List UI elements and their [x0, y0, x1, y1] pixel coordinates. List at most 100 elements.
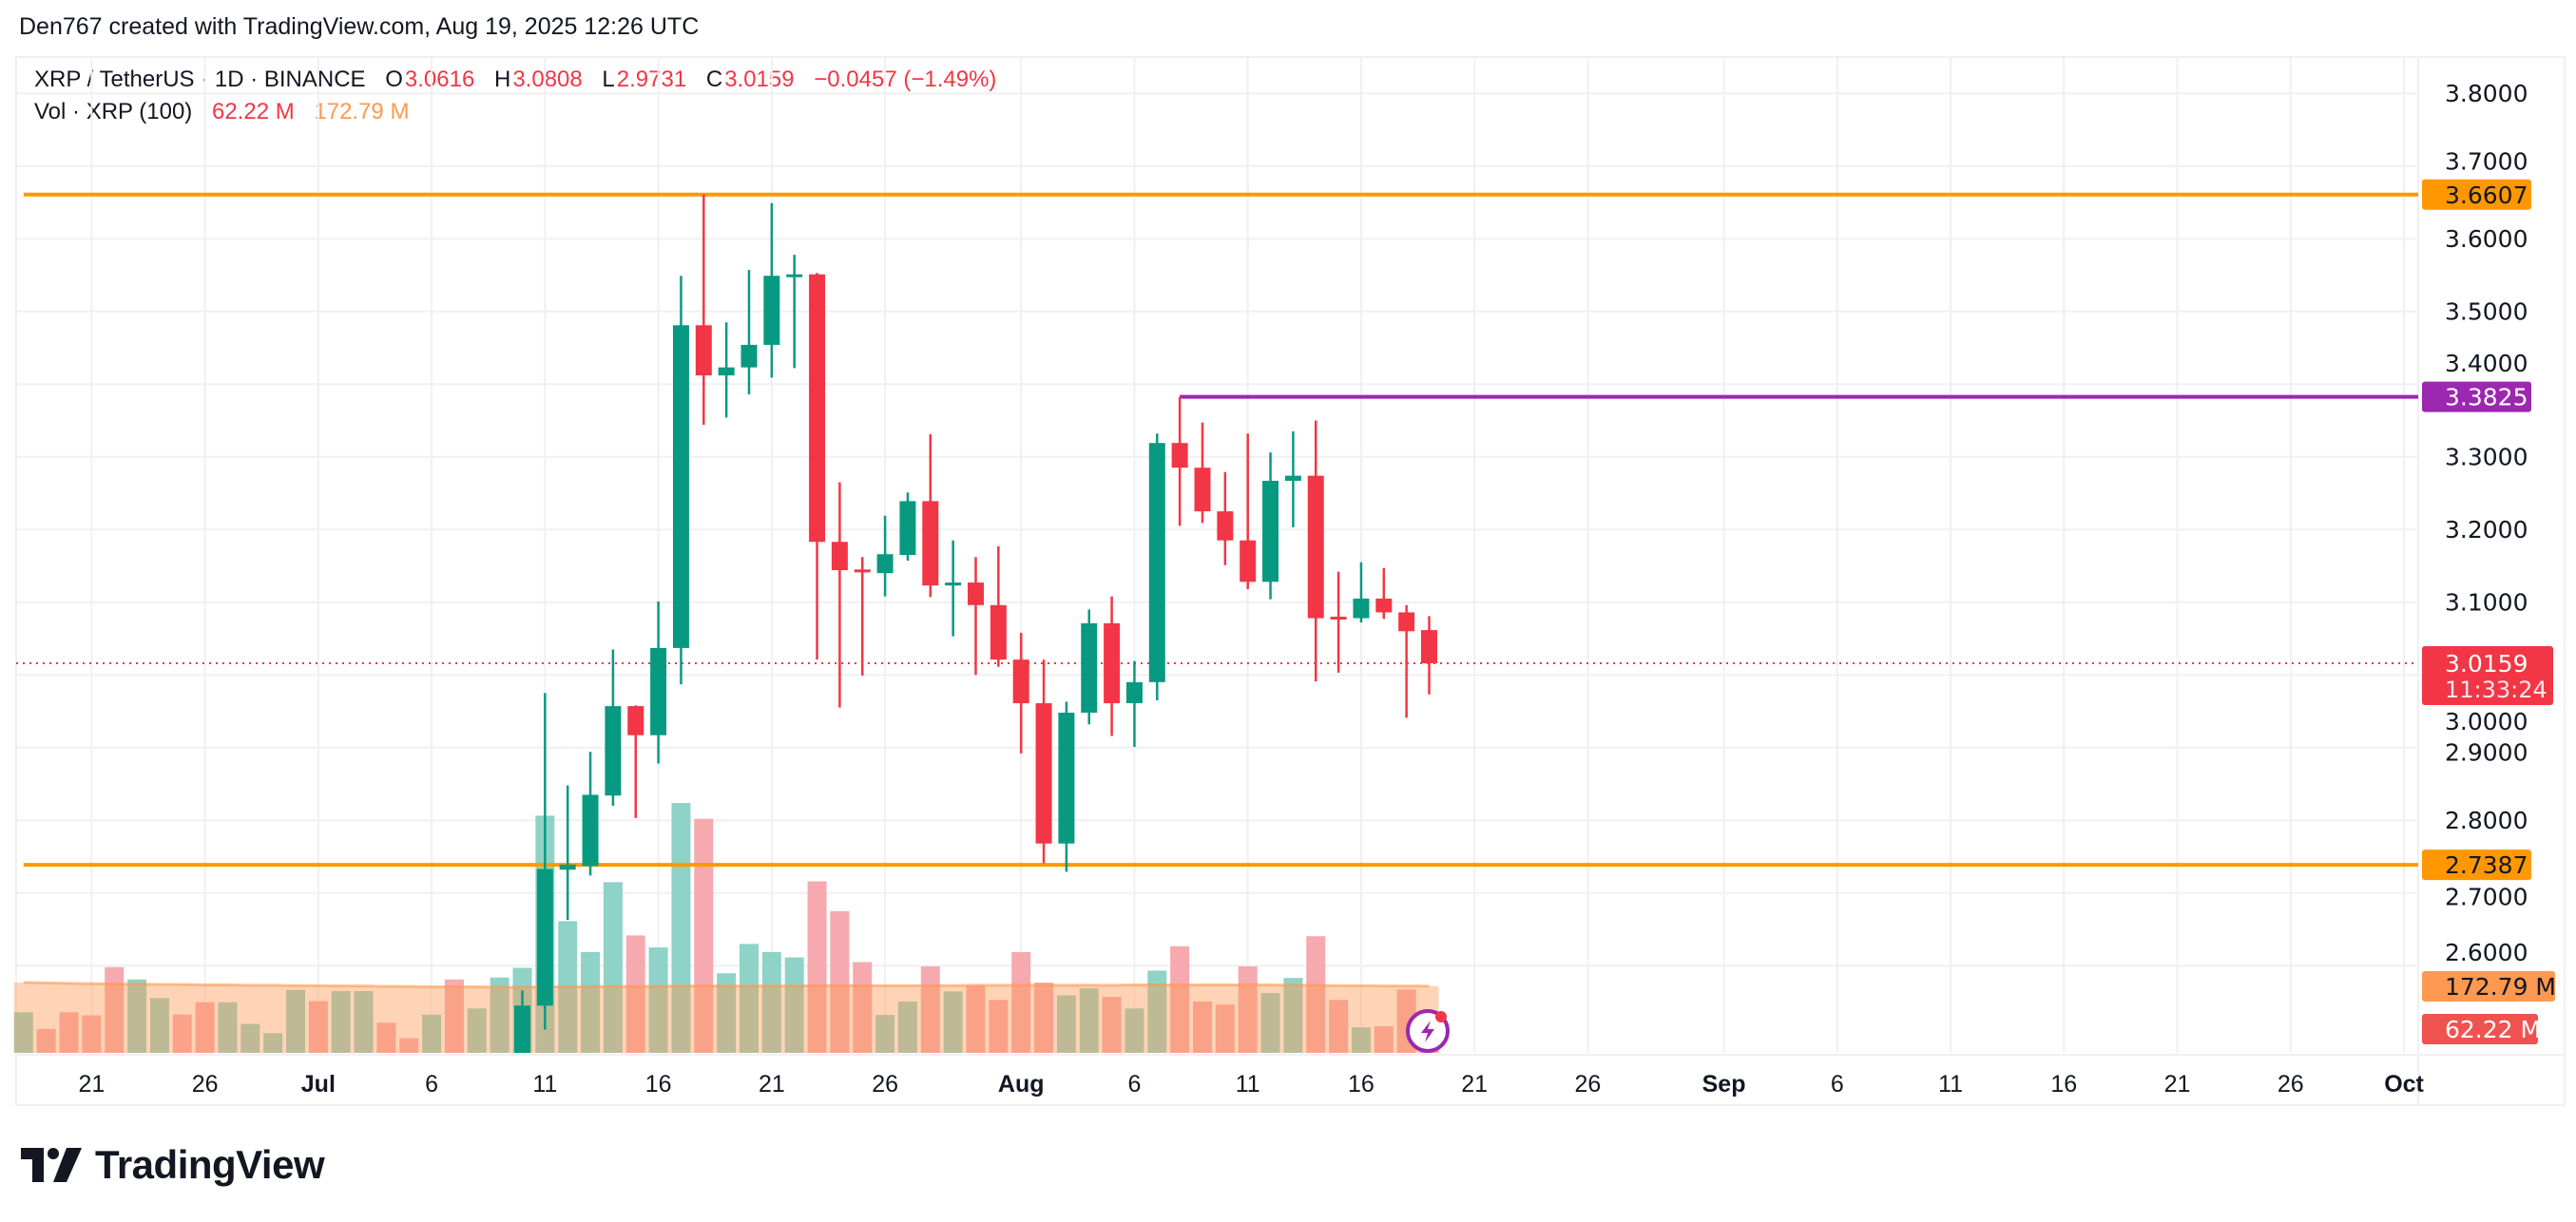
- candle: [1330, 571, 1347, 673]
- volume-badge[interactable]: 62.22 M: [2422, 1014, 2541, 1044]
- price-line-badge[interactable]: 2.7387: [2422, 850, 2531, 881]
- time-tick-label: 11: [1236, 1071, 1260, 1098]
- tradingview-logo-text: TradingView: [95, 1142, 325, 1187]
- candle: [605, 649, 622, 806]
- candle: [1058, 701, 1075, 872]
- volume-bar: [740, 944, 759, 1053]
- volume-bar: [422, 1014, 442, 1053]
- volume-bar: [1306, 936, 1326, 1053]
- price-line-badge-label: 3.6607: [2445, 181, 2528, 209]
- candle: [1421, 616, 1437, 695]
- price-tick-label: 2.9000: [2445, 739, 2528, 767]
- price-tick-label: 3.3000: [2445, 444, 2528, 471]
- time-tick-label: Oct: [2384, 1071, 2424, 1098]
- candle-body: [899, 501, 916, 555]
- price-line-badge[interactable]: 3.6607: [2422, 179, 2531, 210]
- time-tick-label: 21: [1461, 1071, 1488, 1098]
- price-line-badge-label: 3.3825: [2445, 384, 2528, 411]
- candle-body: [968, 582, 984, 605]
- candle-body: [514, 1005, 530, 1053]
- volume-ma-badge-label: 172.79 M: [2445, 973, 2556, 1001]
- volume-bar: [1374, 1025, 1394, 1053]
- candle: [1217, 471, 1234, 565]
- price-line-badge[interactable]: 3.3825: [2422, 381, 2531, 412]
- volume-bar: [717, 973, 737, 1053]
- candle: [718, 322, 735, 418]
- volume-ma-badge[interactable]: 172.79 M: [2422, 971, 2556, 1002]
- time-tick-label: 11: [1938, 1071, 1963, 1098]
- candles: [514, 194, 1437, 1053]
- candle-body: [1104, 622, 1121, 704]
- volume-value: 62.22 M: [211, 99, 295, 124]
- low-label: L: [602, 67, 615, 92]
- candle: [968, 557, 984, 676]
- candle: [945, 540, 962, 637]
- candle-body: [1035, 703, 1052, 844]
- horizontal-lines[interactable]: [16, 192, 2418, 868]
- price-tick-label: 3.5000: [2445, 298, 2528, 326]
- volume-bar: [581, 951, 601, 1053]
- volume-ma-badge-bg: [2422, 971, 2555, 1002]
- candle: [672, 276, 689, 685]
- volume-bar: [761, 951, 781, 1053]
- time-tick-label: Jul: [301, 1071, 336, 1098]
- volume-bar: [1283, 978, 1303, 1053]
- time-tick-label: 6: [1831, 1071, 1844, 1098]
- change-value: −0.0457 (−1.49%): [814, 67, 997, 92]
- last-price-badge-bg: [2422, 646, 2553, 706]
- time-axis[interactable]: 21 26 Jul 6 11 16 21 26 Aug 6 11 16 21 26 Sep 6 11 16 21 26…: [78, 1071, 2424, 1098]
- volume-bar: [648, 947, 668, 1053]
- volume-label[interactable]: Vol · XRP (100): [34, 99, 193, 124]
- volume-bar: [399, 1038, 419, 1053]
- volume-bar: [830, 910, 850, 1053]
- candle: [650, 601, 667, 764]
- volume-bar: [694, 818, 714, 1053]
- volume-bar: [1215, 1004, 1235, 1053]
- candle: [831, 482, 848, 708]
- candle-body: [1081, 622, 1098, 713]
- grid: [15, 56, 2566, 1106]
- volume-bar: [1170, 945, 1190, 1053]
- time-tick-label: 21: [2164, 1071, 2191, 1098]
- volume-bar: [603, 882, 623, 1053]
- candle: [1012, 632, 1029, 754]
- volume-bar: [1238, 965, 1258, 1053]
- candle: [1262, 452, 1279, 600]
- candle: [1171, 396, 1188, 526]
- volume-bar: [897, 1001, 917, 1053]
- open-label: O: [385, 67, 403, 92]
- volume-bar: [36, 1028, 56, 1053]
- candle: [1398, 604, 1415, 718]
- candle-body: [945, 582, 962, 586]
- volume-bar: [784, 957, 804, 1053]
- price-tick-label: 3.4000: [2445, 350, 2528, 377]
- close-value: 3.0159: [724, 67, 795, 92]
- candle: [1307, 420, 1324, 682]
- candle: [1353, 562, 1370, 623]
- candle-body: [922, 501, 939, 586]
- volume-bar: [127, 979, 147, 1053]
- tradingview-logo[interactable]: TradingView: [21, 1142, 325, 1188]
- time-tick-label: 21: [78, 1071, 105, 1098]
- volume-bar: [807, 881, 827, 1053]
- symbol-name[interactable]: XRP / TetherUS · 1D · BINANCE: [34, 67, 366, 92]
- candle-body: [1148, 443, 1165, 682]
- time-tick-label: 26: [1575, 1071, 1602, 1098]
- price-axis[interactable]: 3.8000 3.7000 3.6000 3.5000 3.4000 3.3000 3.20…: [2422, 80, 2556, 1044]
- candle-body: [627, 706, 644, 735]
- candle-body: [990, 604, 1007, 660]
- volume-bar: [308, 1001, 328, 1053]
- lightning-icon[interactable]: [1406, 1009, 1450, 1053]
- candle: [922, 434, 939, 598]
- candle-body: [536, 869, 553, 1006]
- volume-ma-area: [13, 983, 1439, 1053]
- volume-bar: [444, 979, 464, 1053]
- candle: [695, 194, 712, 426]
- volume-bar: [1056, 995, 1076, 1053]
- candle-body: [809, 274, 826, 543]
- price-line-badge-bg: [2422, 179, 2531, 210]
- candle: [514, 990, 530, 1053]
- volume-bar: [875, 1015, 895, 1053]
